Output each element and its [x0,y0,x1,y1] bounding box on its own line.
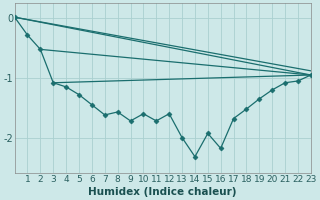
X-axis label: Humidex (Indice chaleur): Humidex (Indice chaleur) [88,187,237,197]
